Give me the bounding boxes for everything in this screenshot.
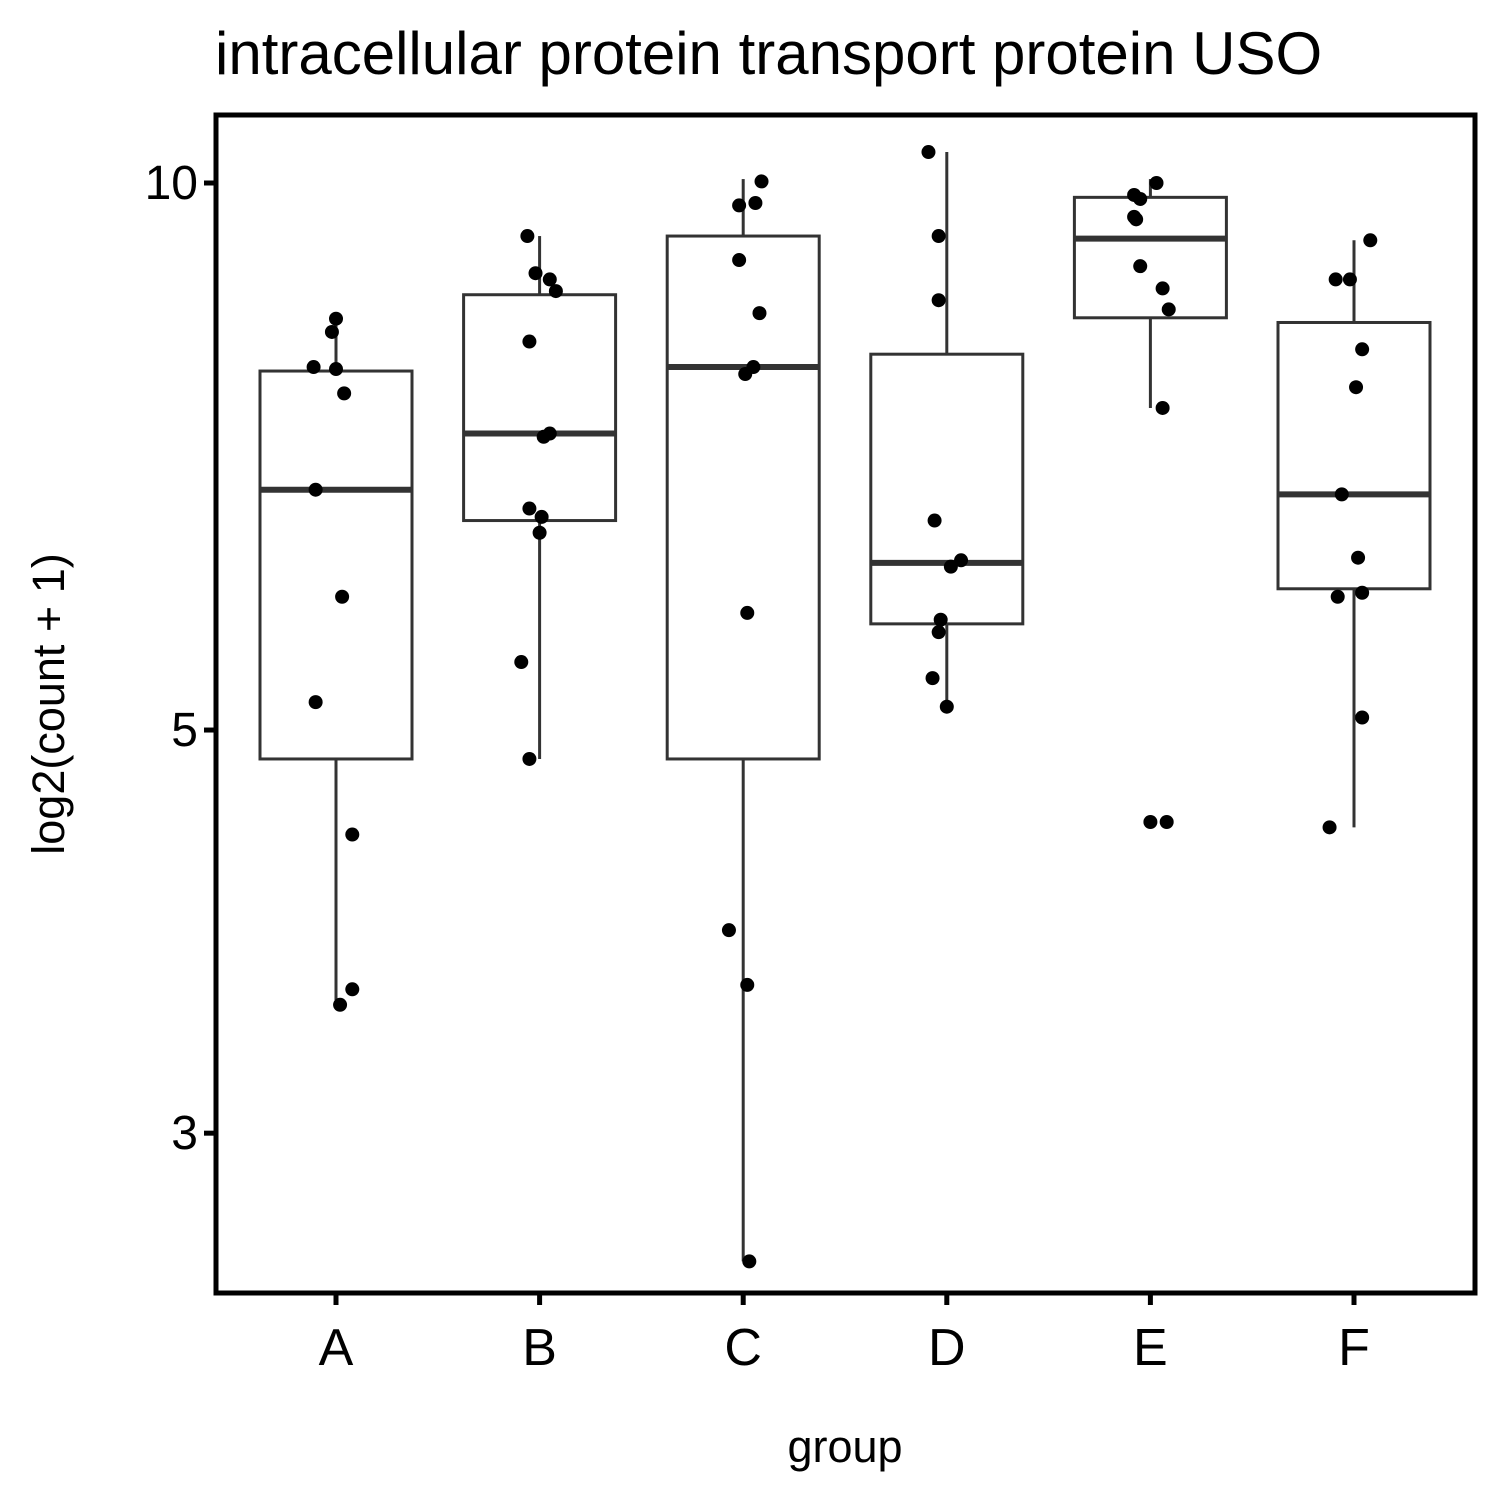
data-point [534,509,549,524]
data-point [742,1254,757,1269]
data-point [931,625,946,640]
data-point [1322,820,1337,835]
data-point [721,923,736,938]
data-point [931,229,946,244]
x-tick-label: E [1133,1319,1168,1377]
data-point [528,266,543,281]
data-point [1355,710,1370,725]
data-point [520,229,535,244]
data-point [345,827,360,842]
data-point [754,174,769,189]
data-point [1351,550,1366,565]
data-point [536,429,551,444]
data-point [1155,400,1170,415]
x-tick-label: A [319,1319,354,1377]
data-point [514,655,529,670]
box-A [258,318,414,1001]
data-point [925,671,940,686]
data-point [548,284,563,299]
data-point [542,272,557,287]
data-point [933,612,948,627]
data-point [931,293,946,308]
x-tick-label: D [928,1319,966,1377]
data-point [1363,233,1378,248]
data-point [748,195,763,210]
box-F [1276,240,1432,828]
box-iqr [1276,320,1432,591]
data-point [522,751,537,766]
plot-frame [213,112,1478,1296]
data-point [324,324,339,339]
box-D [869,152,1025,707]
data-point [329,311,343,326]
data-point [335,589,350,604]
data-point [1349,380,1364,395]
data-point [740,605,755,620]
x-tick-label: B [522,1319,557,1377]
data-point [1133,191,1148,206]
data-point [1328,272,1343,287]
data-point [732,198,747,213]
data-point [1330,589,1345,604]
data-point [1342,272,1357,287]
data-point [954,553,969,568]
data-point [1155,281,1170,296]
data-point [308,695,323,710]
data-point [329,362,343,377]
x-axis: A B C D E F [319,1293,1370,1377]
data-point [337,386,352,401]
data-point [1129,212,1144,227]
y-axis-label: log2(count + 1) [23,553,74,854]
data-point [1334,487,1349,502]
box-E [1072,179,1228,408]
data-point [345,982,360,997]
data-point [306,360,321,375]
data-point [1161,302,1176,317]
data-point [921,145,936,160]
data-point [1133,259,1148,274]
data-point [532,525,547,540]
data-point [927,513,942,528]
x-axis-label: group [787,1421,902,1472]
box-iqr [462,293,618,523]
data-point [522,334,537,349]
y-tick-label: 5 [171,704,198,757]
data-point [1355,585,1370,600]
chart-title: intracellular protein transport protein … [215,20,1322,87]
data-points [306,145,1378,1269]
x-tick-label: F [1338,1319,1370,1377]
y-axis: 3 5 10 [145,157,216,1160]
box-iqr [665,234,821,761]
plot-area [258,145,1432,1269]
data-point [1159,815,1174,830]
data-point [752,306,767,321]
data-point [939,699,954,714]
data-point [1143,815,1158,830]
data-point [732,253,747,268]
box-iqr [869,352,1025,626]
data-point [333,997,348,1012]
data-point [522,501,537,516]
data-point [1355,342,1370,357]
box-iqr [1072,195,1228,320]
data-point [943,559,958,574]
box-B [462,236,618,759]
y-tick-label: 3 [171,1107,198,1160]
x-tick-label: C [724,1319,762,1377]
box-iqr [258,369,414,761]
data-point [308,482,323,497]
y-tick-label: 10 [145,157,198,210]
box-C [665,179,821,1262]
data-point [1149,176,1164,191]
data-point [738,367,753,382]
data-point [740,977,755,992]
